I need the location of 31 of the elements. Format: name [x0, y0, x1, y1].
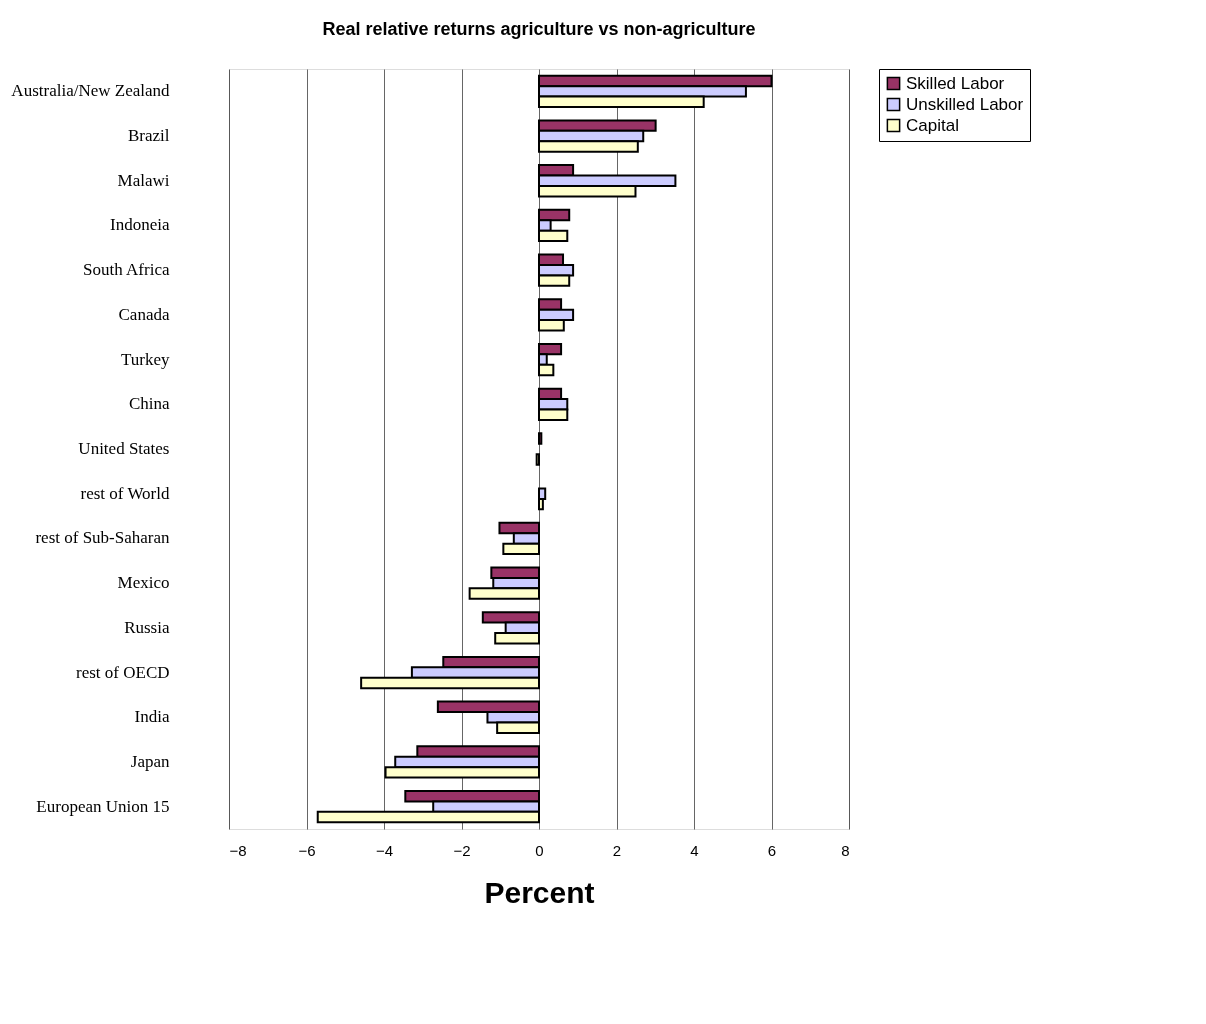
- y-tick-label: Mexico: [117, 573, 170, 593]
- x-tick-label: 2: [612, 841, 622, 859]
- x-tick-label: −6: [298, 841, 316, 859]
- x-tick-label: 0: [535, 841, 544, 859]
- x-tick-label: −2: [453, 841, 471, 859]
- y-tick-label: South Africa: [83, 260, 170, 280]
- x-tick-label: 6: [767, 841, 777, 859]
- x-tick-label: −8: [229, 841, 247, 859]
- y-tick-label: India: [134, 707, 170, 727]
- y-tick-label: European Union 15: [36, 796, 170, 816]
- y-tick-label: Indoneia: [110, 215, 170, 235]
- y-tick-label: Brazil: [127, 126, 170, 146]
- legend-label: Skilled Labor: [906, 73, 1005, 93]
- y-tick-label: rest of OECD: [76, 662, 170, 682]
- y-tick-label: Malawi: [117, 170, 170, 190]
- chart-title: Real relative returns agriculture vs non-agriculture: [322, 18, 756, 39]
- legend-label: Unskilled Labor: [906, 94, 1024, 114]
- y-tick-label: Japan: [130, 751, 170, 771]
- legend-label: Capital: [906, 115, 959, 135]
- x-tick-label: −4: [375, 841, 394, 859]
- y-tick-label: China: [128, 394, 170, 414]
- x-tick-label: 4: [690, 841, 699, 859]
- y-tick-label: rest of Sub-Saharan: [35, 528, 170, 548]
- y-tick-label: Russia: [124, 617, 170, 637]
- x-tick-label: 8: [841, 841, 850, 859]
- y-tick-label: Australia/New Zealand: [11, 81, 170, 101]
- y-tick-label: Turkey: [121, 349, 170, 369]
- y-tick-label: rest of World: [80, 483, 170, 503]
- x-axis-title: Percent: [484, 875, 595, 909]
- y-tick-label: Canada: [118, 304, 170, 324]
- y-tick-label: United States: [78, 439, 170, 458]
